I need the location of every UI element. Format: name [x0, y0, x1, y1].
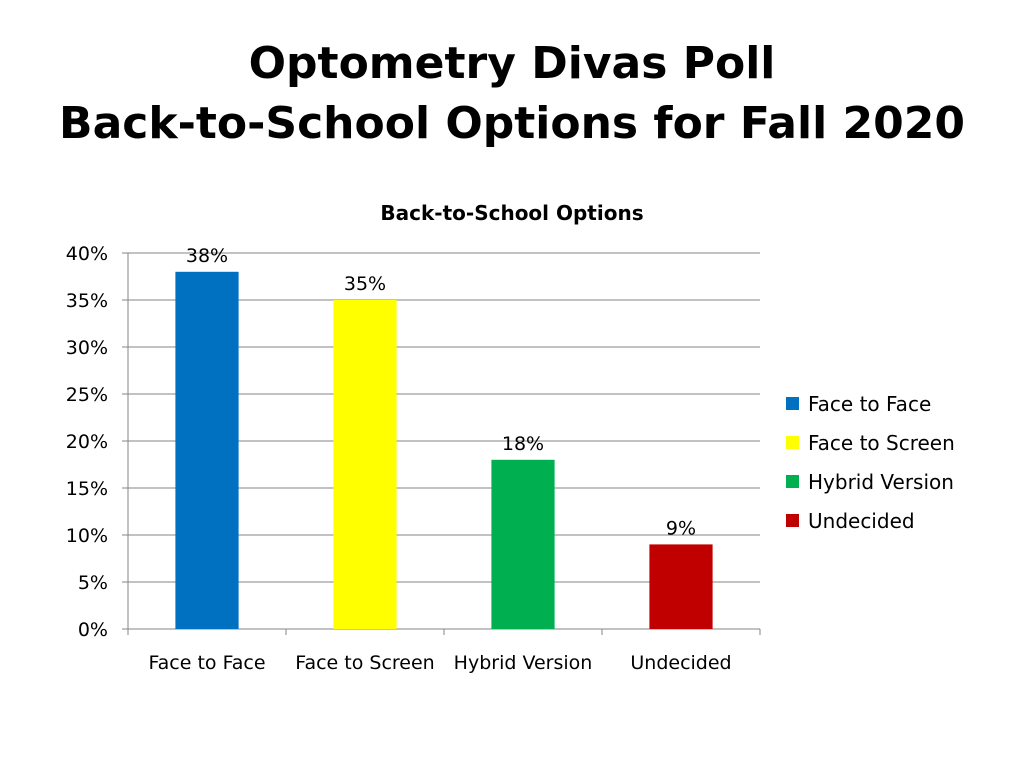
bar — [333, 300, 397, 629]
data-labels: 38% 35% 18% 9% — [186, 245, 696, 540]
legend-swatch — [786, 397, 799, 410]
legend-item: Face to Screen — [786, 423, 955, 462]
x-axis-ticks: Face to Face Face to Screen Hybrid Version… — [127, 629, 761, 674]
y-tick-label: 20% — [66, 431, 108, 453]
bar — [649, 544, 713, 629]
bar — [175, 271, 239, 629]
data-label: 9% — [666, 517, 696, 539]
chart-title: Back-to-School Options — [380, 201, 643, 225]
data-label: 38% — [186, 245, 228, 267]
data-label: 35% — [344, 273, 386, 295]
legend-swatch — [786, 475, 799, 488]
data-label: 18% — [502, 433, 544, 455]
legend-label: Hybrid Version — [808, 469, 954, 494]
x-tick-label: Undecided — [630, 652, 731, 674]
y-tick-label: 10% — [66, 525, 108, 547]
slide-title-line-2: Back-to-School Options for Fall 2020 — [59, 98, 965, 149]
chart-legend: Face to Face Face to Screen Hybrid Version… — [786, 384, 955, 540]
legend-label: Face to Face — [808, 391, 932, 416]
y-tick-label: 5% — [78, 572, 108, 594]
x-tick-label: Face to Screen — [295, 652, 434, 674]
legend-label: Undecided — [808, 508, 915, 533]
legend-swatch — [786, 436, 799, 449]
slide-title: Optometry Divas Poll Back-to-School Opti… — [0, 34, 1024, 154]
legend-item: Undecided — [786, 501, 955, 540]
slide-title-line-1: Optometry Divas Poll — [248, 38, 776, 89]
bars — [175, 271, 713, 629]
x-tick-label: Hybrid Version — [454, 652, 593, 674]
legend-item: Face to Face — [786, 384, 955, 423]
y-tick-label: 30% — [66, 337, 108, 359]
y-axis-ticks: 0% 5% 10% 15% 20% 25% 30% 35% 40% — [66, 243, 128, 641]
legend-item: Hybrid Version — [786, 462, 955, 501]
bar — [491, 459, 555, 629]
y-tick-label: 35% — [66, 290, 108, 312]
y-tick-label: 0% — [78, 619, 108, 641]
x-tick-label: Face to Face — [148, 652, 265, 674]
y-tick-label: 25% — [66, 384, 108, 406]
y-tick-label: 40% — [66, 243, 108, 265]
y-tick-label: 15% — [66, 478, 108, 500]
legend-label: Face to Screen — [808, 430, 955, 455]
legend-swatch — [786, 514, 799, 527]
